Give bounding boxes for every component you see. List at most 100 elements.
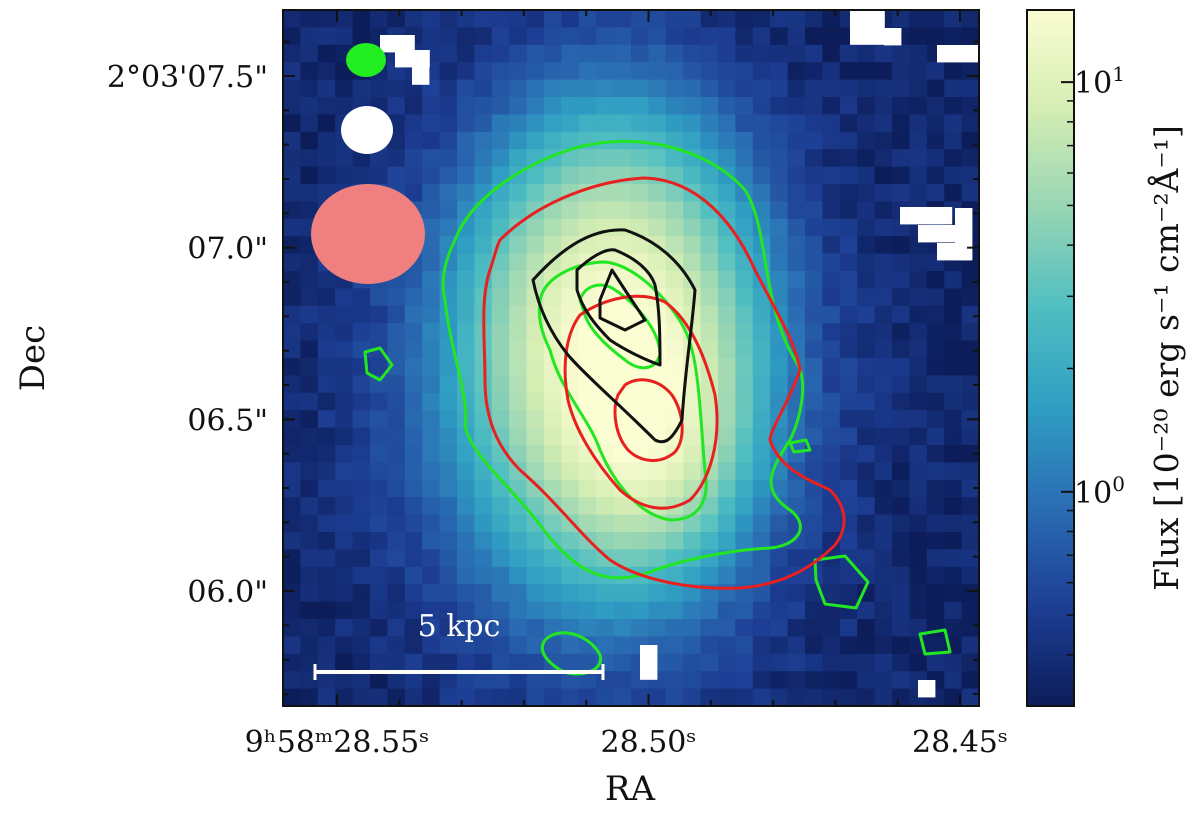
- flux-pixel: [822, 44, 841, 63]
- flux-pixel: [283, 653, 301, 672]
- flux-pixel: [422, 636, 441, 655]
- flux-pixel: [892, 236, 910, 255]
- flux-pixel: [683, 532, 702, 550]
- flux-pixel: [857, 532, 876, 550]
- flux-pixel: [805, 44, 823, 63]
- flux-pixel: [335, 532, 354, 550]
- flux-pixel: [317, 671, 336, 690]
- flux-pixel: [561, 445, 580, 463]
- flux-pixel: [787, 184, 806, 202]
- flux-pixel: [509, 479, 528, 498]
- flux-pixel: [909, 27, 928, 46]
- flux-pixel: [596, 44, 615, 63]
- colorbar: [1027, 10, 1074, 706]
- flux-pixel: [752, 184, 771, 202]
- flux-pixel: [752, 114, 771, 133]
- flux-pixel: [283, 149, 301, 168]
- flux-pixel: [892, 497, 910, 516]
- flux-pixel: [578, 201, 597, 220]
- axis-tick-labels: 9ʰ58ᵐ28.55ˢ 28.50ˢ 28.45ˢ 2°03'07.5" 07.0" 06…: [107, 60, 1008, 760]
- flux-pixel: [491, 601, 510, 620]
- flux-pixel: [892, 427, 910, 446]
- flux-pixel: [578, 114, 597, 133]
- flux-pixel: [892, 62, 910, 81]
- flux-pixel: [300, 410, 319, 429]
- flux-pixel: [961, 636, 979, 655]
- flux-pixel: [805, 358, 823, 376]
- flux-pixel: [631, 10, 649, 28]
- flux-pixel: [909, 114, 928, 133]
- flux-pixel: [613, 497, 632, 516]
- flux-pixel: [317, 166, 336, 185]
- flux-pixel: [805, 497, 823, 516]
- flux-pixel: [752, 10, 771, 28]
- flux-pixel: [300, 305, 319, 324]
- flux-pixel: [909, 584, 928, 603]
- plot-frame: [282, 9, 980, 707]
- flux-pixel: [909, 271, 928, 289]
- flux-pixel: [770, 131, 789, 150]
- flux-pixel: [596, 340, 615, 359]
- flux-pixel: [544, 549, 562, 568]
- y-tick-label: 06.0": [187, 575, 268, 610]
- flux-pixel: [561, 462, 580, 481]
- flux-pixel: [822, 97, 841, 115]
- flux-pixel: [387, 410, 406, 429]
- flux-pixel: [822, 427, 841, 446]
- flux-pixel: [613, 44, 632, 63]
- flux-pixel: [509, 218, 528, 237]
- flux-pixel: [944, 340, 963, 359]
- flux-pixel: [335, 149, 354, 168]
- flux-pixel: [561, 566, 580, 585]
- flux-pixel: [857, 392, 876, 411]
- flux-pixel: [404, 497, 423, 516]
- red-contour-middle: [563, 294, 719, 510]
- flux-pixel: [857, 462, 876, 481]
- flux-pixel: [961, 288, 979, 307]
- flux-pixel: [787, 479, 806, 498]
- flux-pixel: [387, 671, 406, 690]
- flux-pixel: [718, 566, 736, 585]
- flux-pixel: [857, 131, 876, 150]
- flux-pixel: [718, 10, 736, 28]
- colorbar-label: Flux [10⁻²⁰ erg s⁻¹ cm⁻²Å⁻¹]: [1146, 125, 1186, 591]
- flux-pixel: [509, 131, 528, 150]
- flux-pixel: [752, 584, 771, 603]
- flux-pixel: [770, 79, 789, 98]
- flux-pixel: [544, 479, 562, 498]
- flux-pixel: [474, 653, 493, 672]
- x-tick-label: 28.45ˢ: [912, 725, 1008, 760]
- flux-pixel: [561, 27, 580, 46]
- flux-pixel: [283, 671, 301, 690]
- flux-pixel: [404, 114, 423, 133]
- flux-pixel: [613, 636, 632, 655]
- flux-pixel: [352, 392, 371, 411]
- flux-pixel: [683, 236, 702, 255]
- flux-pixel: [926, 462, 945, 481]
- flux-pixel: [613, 218, 632, 237]
- flux-pixel: [700, 131, 719, 150]
- flux-pixel: [317, 636, 336, 655]
- flux-pixel: [665, 323, 684, 342]
- flux-pixel: [909, 305, 928, 324]
- flux-pixel: [665, 44, 684, 63]
- flux-pixel: [839, 184, 858, 202]
- flux-pixel: [474, 218, 493, 237]
- flux-pixel: [944, 79, 963, 98]
- flux-pixel: [300, 636, 319, 655]
- flux-pixel: [283, 271, 301, 289]
- flux-pixel: [752, 305, 771, 324]
- flux-pixel: [300, 44, 319, 63]
- flux-pixel: [944, 427, 963, 446]
- flux-pixel: [874, 566, 893, 585]
- flux-pixel: [474, 601, 493, 620]
- flux-pixel: [648, 271, 667, 289]
- flux-pixel: [387, 497, 406, 516]
- flux-pixel: [944, 271, 963, 289]
- flux-pixel: [474, 497, 493, 516]
- flux-pixel: [926, 288, 945, 307]
- flux-pixel: [961, 427, 979, 446]
- flux-pixel: [404, 323, 423, 342]
